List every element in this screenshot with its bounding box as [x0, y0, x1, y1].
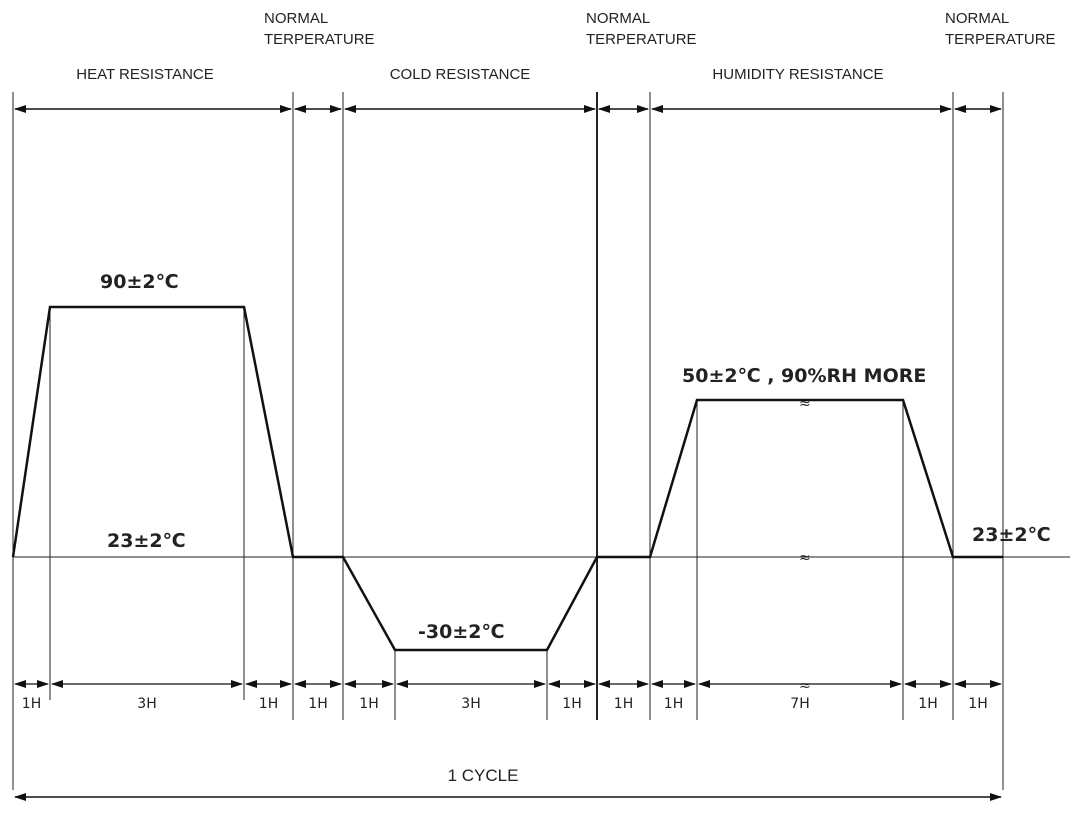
- cold-resistance-label: COLD RESISTANCE: [390, 66, 531, 83]
- duration-label: 1H: [308, 696, 327, 712]
- break-mark: ≈: [799, 550, 811, 566]
- base-temperature-label-left: 23±2℃: [107, 530, 186, 552]
- normal-temperature-label-3: NORMAL TERPERATURE: [945, 10, 1056, 48]
- cycle-label: 1 CYCLE: [448, 766, 519, 785]
- duration-label: 1H: [968, 696, 987, 712]
- normal-temperature-label-1: NORMAL TERPERATURE: [264, 10, 375, 48]
- heat-resistance-label: HEAT RESISTANCE: [76, 66, 214, 83]
- temperature-profile: [11, 305, 1003, 652]
- duration-label: 3H: [137, 696, 156, 712]
- duration-label: 1H: [259, 696, 278, 712]
- duration-label: 1H: [664, 696, 683, 712]
- duration-label: 3H: [461, 696, 480, 712]
- vertical-guides: [12, 92, 1004, 790]
- base-temperature-label-right: 23±2℃: [972, 524, 1051, 546]
- humidity-resistance-label: HUMIDITY RESISTANCE: [712, 66, 883, 83]
- heat-temperature-label: 90±2℃: [100, 271, 179, 293]
- duration-label: 1H: [918, 696, 937, 712]
- break-mark: ≈: [799, 396, 811, 412]
- duration-label: 7H: [790, 696, 809, 712]
- duration-labels: 1H 3H 1H 1H 1H 3H 1H 1H 1H 7H 1H 1H: [22, 696, 988, 712]
- duration-label: 1H: [359, 696, 378, 712]
- duration-label: 1H: [562, 696, 581, 712]
- humidity-temperature-label: 50±2℃ , 90%RH MORE: [682, 365, 926, 387]
- break-mark: ≈: [799, 678, 811, 694]
- cold-temperature-label: -30±2℃: [418, 621, 504, 643]
- normal-temperature-label-2: NORMAL TERPERATURE: [586, 10, 697, 48]
- duration-label: 1H: [614, 696, 633, 712]
- duration-label: 1H: [22, 696, 41, 712]
